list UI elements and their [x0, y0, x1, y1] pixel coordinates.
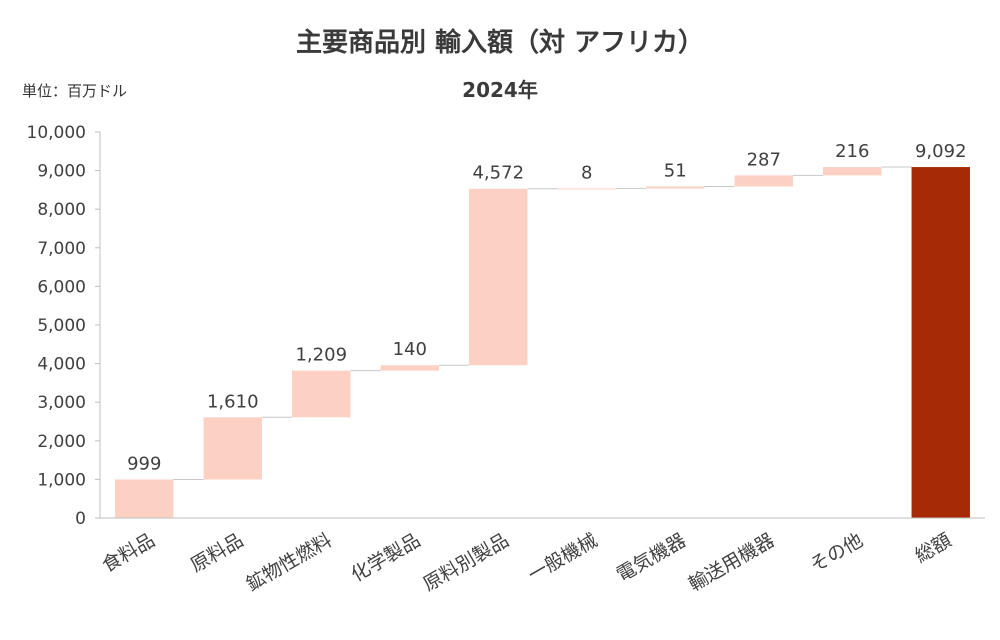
bar-increment — [203, 417, 262, 480]
data-labels: 999 1,610 1,209 140 4,572 8 51 287 216 9,092 — [127, 141, 966, 474]
chart-subtitle: 2024年 — [462, 78, 538, 102]
data-label: 9,092 — [915, 141, 967, 162]
connectors — [173, 166, 912, 480]
unit-label: 単位：百万ドル — [22, 82, 128, 100]
x-tick-label: 総額 — [911, 529, 955, 567]
bar-increment — [469, 188, 528, 366]
bar-increment — [646, 186, 705, 189]
bar-increment — [557, 188, 616, 190]
y-tick-label: 4,000 — [37, 355, 86, 375]
bar-increment — [115, 479, 174, 518]
bar-total — [911, 167, 970, 518]
x-tick-label: その他 — [806, 529, 866, 577]
y-tick-label: 9,000 — [37, 162, 86, 182]
data-label: 1,209 — [295, 345, 347, 366]
y-tick-label: 5,000 — [37, 316, 86, 336]
bar-increment — [734, 175, 793, 187]
chart-title: 主要商品別 輸入額（対 アフリカ） — [295, 28, 705, 58]
x-tick-label: 鉱物性燃料 — [242, 529, 335, 596]
bars — [115, 167, 970, 518]
data-label: 8 — [581, 162, 592, 183]
y-tick-label: 0 — [75, 509, 86, 529]
x-tick-label: 一般機械 — [524, 529, 601, 586]
data-label: 51 — [664, 160, 687, 181]
data-label: 1,610 — [207, 391, 259, 412]
x-tick-label: 電気機器 — [613, 529, 690, 586]
x-tick-label: 原料別製品 — [419, 529, 512, 596]
bar-increment — [823, 167, 882, 176]
data-label: 140 — [393, 339, 427, 360]
y-tick-label: 3,000 — [37, 393, 86, 413]
x-tick-label: 食料品 — [98, 529, 158, 577]
bar-increment — [292, 370, 351, 418]
data-label: 999 — [127, 453, 161, 474]
x-tick-label: 化学製品 — [347, 529, 424, 586]
y-axis: 0 1,000 2,000 3,000 4,000 5,000 6,000 7,000 8,00… — [27, 123, 101, 529]
data-label: 287 — [747, 149, 781, 170]
y-tick-label: 1,000 — [37, 470, 86, 490]
x-tick-label: 原料品 — [187, 529, 247, 577]
x-tick-label: 輸送用機器 — [685, 529, 778, 596]
y-tick-label: 7,000 — [37, 239, 86, 259]
y-tick-label: 10,000 — [27, 123, 86, 143]
y-tick-label: 6,000 — [37, 277, 86, 297]
y-tick-label: 2,000 — [37, 432, 86, 452]
y-tick-label: 8,000 — [37, 200, 86, 220]
data-label: 4,572 — [472, 163, 524, 184]
data-label: 216 — [835, 141, 869, 162]
bar-increment — [380, 365, 439, 371]
